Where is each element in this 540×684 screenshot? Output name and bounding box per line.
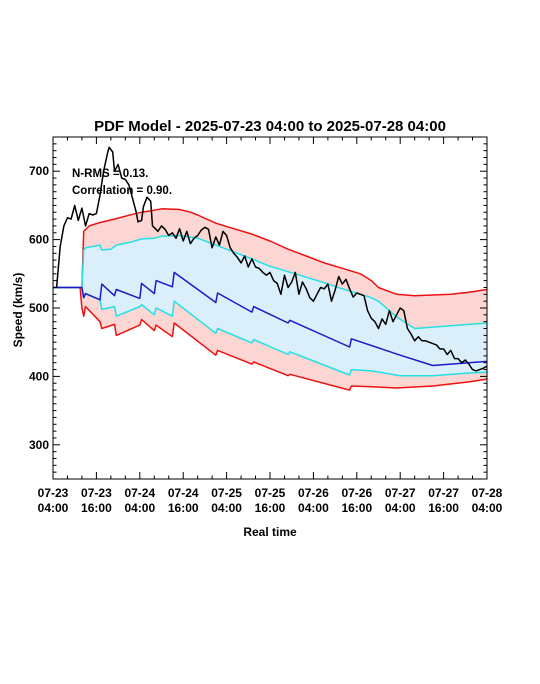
y-tick-label: 300 bbox=[29, 438, 49, 452]
x-tick-label-date: 07-26 bbox=[341, 486, 372, 500]
x-tick-label-date: 07-24 bbox=[168, 486, 199, 500]
chart-title: PDF Model - 2025-07-23 04:00 to 2025-07-… bbox=[94, 118, 446, 135]
upper-outer-line bbox=[53, 208, 488, 297]
nrms-annotation: N-RMS = 0.13. bbox=[72, 168, 148, 180]
y-axis: 300 400 500 600 700 bbox=[29, 136, 487, 480]
y-tick-label: 400 bbox=[29, 369, 49, 383]
x-tick-label-date: 07-24 bbox=[124, 486, 155, 500]
chart-lines bbox=[53, 146, 488, 391]
x-tick-label-time: 16:00 bbox=[255, 501, 286, 515]
observed-speed-line bbox=[55, 146, 488, 372]
y-tick-label: 600 bbox=[29, 233, 49, 247]
inner-band-fill bbox=[53, 235, 487, 376]
x-tick-label-date: 07-27 bbox=[428, 486, 459, 500]
x-tick-label-time: 16:00 bbox=[428, 501, 459, 515]
y-tick-label: 700 bbox=[29, 164, 49, 178]
y-axis-label: Speed (km/s) bbox=[11, 273, 25, 348]
x-tick-label-date: 07-27 bbox=[385, 486, 416, 500]
x-tick-label-date: 07-23 bbox=[38, 486, 69, 500]
x-tick-label-time: 04:00 bbox=[298, 501, 329, 515]
median-line bbox=[53, 271, 488, 367]
x-tick-label-time: 16:00 bbox=[341, 501, 372, 515]
x-tick-label-date: 07-26 bbox=[298, 486, 329, 500]
x-tick-label-date: 07-25 bbox=[211, 486, 242, 500]
x-tick-label-time: 04:00 bbox=[385, 501, 416, 515]
x-tick-label-date: 07-28 bbox=[472, 486, 503, 500]
lower-outer-line bbox=[53, 286, 488, 391]
x-tick-label-time: 04:00 bbox=[38, 501, 69, 515]
x-tick-label-time: 04:00 bbox=[472, 501, 503, 515]
x-axis: 07-2304:0007-2316:0007-2404:0007-2416:00… bbox=[38, 137, 503, 515]
x-tick-label-time: 04:00 bbox=[124, 501, 155, 515]
chart-bands bbox=[53, 208, 487, 391]
y-tick-label: 500 bbox=[29, 301, 49, 315]
x-tick-label-date: 07-25 bbox=[255, 486, 286, 500]
x-tick-label-time: 16:00 bbox=[168, 501, 199, 515]
x-tick-label-time: 16:00 bbox=[81, 501, 112, 515]
correlation-annotation: Correlation = 0.90. bbox=[72, 185, 172, 197]
upper-inner-line bbox=[53, 234, 488, 330]
x-tick-label-time: 04:00 bbox=[211, 501, 242, 515]
x-axis-label: Real time bbox=[243, 525, 297, 539]
x-tick-label-date: 07-23 bbox=[81, 486, 112, 500]
